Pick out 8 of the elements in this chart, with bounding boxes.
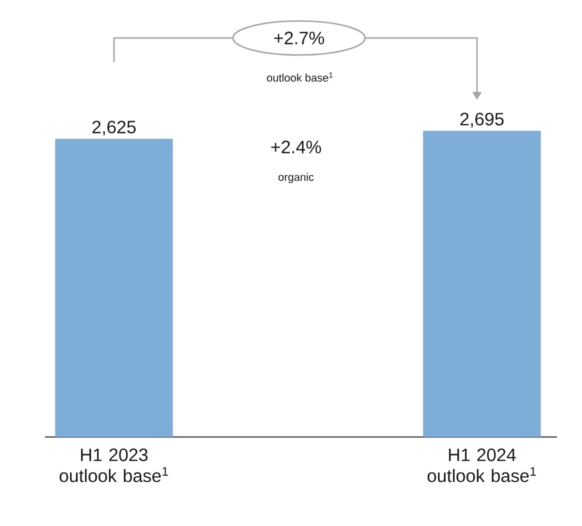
- text: outlook base$^{1}$: [267, 72, 333, 82]
- x-tick-label: H1 2024 outlook base$^{1}$: [428, 448, 536, 482]
- text: +2.7%: [274, 32, 324, 44]
- data-label: 2,625: [92, 120, 136, 136]
- x-tick-label: H1 2023 outlook base$^{1}$: [60, 448, 168, 482]
- data-label: 2,695: [460, 112, 504, 128]
- annotation: organic: [278, 172, 314, 184]
- annotation: +2.4%: [271, 140, 322, 154]
